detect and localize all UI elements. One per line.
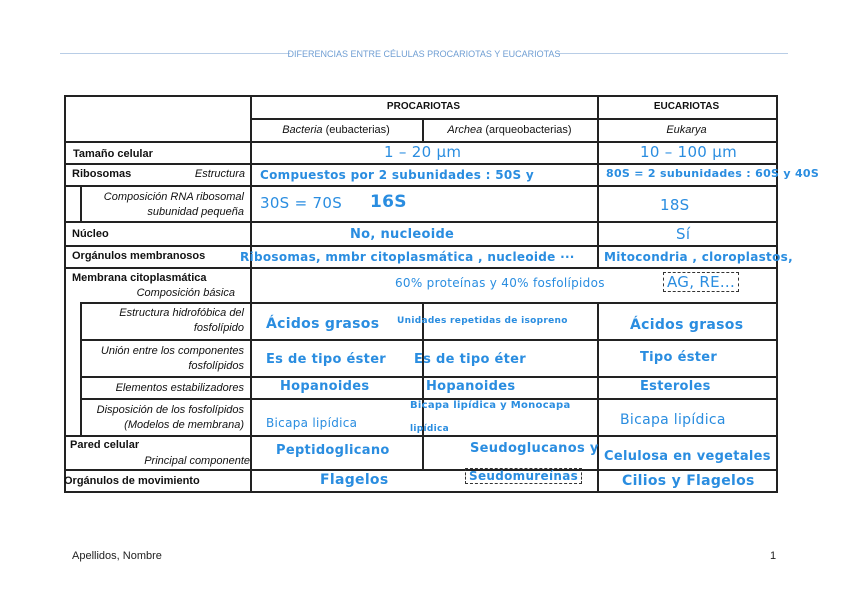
union-archea: Es de tipo éter: [414, 352, 526, 367]
page-number: 1: [770, 550, 777, 562]
nucleo-euk: Sí: [676, 225, 691, 243]
label-nucleo: Núcleo: [72, 228, 109, 240]
elementos-bacteria: Hopanoides: [280, 379, 370, 394]
organulos-prok: Ribosomas, mmbr citoplasmática , nucleoi…: [240, 250, 575, 264]
union-euk: Tipo éster: [640, 350, 718, 365]
document-title-text: DIFERENCIAS ENTRE CÉLULAS PROCARIOTAS Y …: [287, 49, 561, 59]
label-pared: Pared celular: [70, 439, 140, 451]
estructura-bacteria: Ácidos grasos: [266, 316, 380, 332]
pared-euk: Celulosa en vegetales: [604, 449, 771, 464]
estructura-archea: Unidades repetidas de isopreno: [397, 316, 568, 326]
label-tamano: Tamaño celular: [73, 148, 153, 160]
footer-name: Apellidos, Nombre: [72, 550, 162, 562]
header-eucariotas: EUCARIOTAS: [653, 101, 720, 112]
label-union: Unión entre los componentes fosfolípidos: [100, 345, 244, 372]
tamano-prok: 1 – 20 µm: [384, 143, 462, 161]
label-organulos: Orgánulos membranosos: [72, 250, 206, 262]
label-disposicion: Disposición de los fosfolípidos (Modelos …: [96, 404, 244, 431]
ribosomas-prok: Compuestos por 2 subunidades : 50S y: [260, 168, 535, 182]
ribosomas-euk: 80S = 2 subunidades : 60S y 40S: [606, 167, 820, 180]
pared-bacteria: Peptidoglicano: [276, 443, 390, 458]
label-elementos: Elementos estabilizadores: [115, 382, 244, 394]
tamano-euk: 10 – 100 µm: [640, 143, 737, 161]
label-estructura: Estructura: [194, 168, 245, 180]
membrana-euk-box: AG, RE...: [663, 272, 740, 292]
label-ribosomas: Ribosomas: [72, 168, 132, 180]
disposicion-archea-2: lipídica: [410, 424, 450, 434]
header-eukarya: Eukarya: [666, 124, 707, 136]
movimiento-bacteria: Flagelos: [320, 472, 389, 488]
disposicion-archea-1: Bicapa lipídica y Monocapa: [410, 400, 571, 411]
membrana-prok: 60% proteínas y 40% fosfolípidos: [395, 276, 605, 290]
header-archea: Archea (arqueobacterias): [447, 124, 572, 136]
header-procariotas: PROCARIOTAS: [386, 101, 461, 112]
union-bacteria: Es de tipo éster: [266, 352, 387, 367]
rna-prok-a: 30S = 70S: [260, 194, 343, 212]
pared-archea: Seudoglucanos y: [470, 441, 599, 456]
estructura-euk: Ácidos grasos: [630, 317, 744, 333]
nucleo-prok: No, nucleoide: [350, 227, 455, 242]
label-rna: Composición RNA ribosomal subunidad peque…: [103, 191, 244, 218]
label-estructura-hidrofobica: Estructura hidrofóbica del fosfolípido: [119, 307, 244, 334]
movimiento-archea-box: Seudomureínas: [465, 468, 583, 484]
header-bacteria: Bacteria (eubacterias): [282, 124, 390, 136]
disposicion-euk: Bicapa lipídica: [620, 412, 726, 428]
elementos-archea: Hopanoides: [426, 379, 516, 394]
title-bg: [290, 48, 558, 59]
label-membrana: Membrana citoplasmática: [72, 272, 207, 284]
label-composicion: Composición básica: [136, 287, 235, 299]
label-movimiento: Orgánulos de movimiento: [64, 475, 200, 487]
elementos-euk: Esteroles: [640, 379, 711, 394]
rna-prok-b: 16S: [370, 192, 407, 212]
organulos-euk: Mitocondria , cloroplastos,: [604, 250, 793, 264]
disposicion-bacteria: Bicapa lipídica: [266, 416, 358, 430]
label-principal-componente: Principal componente: [144, 455, 250, 467]
movimiento-euk: Cilios y Flagelos: [622, 473, 755, 489]
rna-euk: 18S: [660, 196, 690, 214]
